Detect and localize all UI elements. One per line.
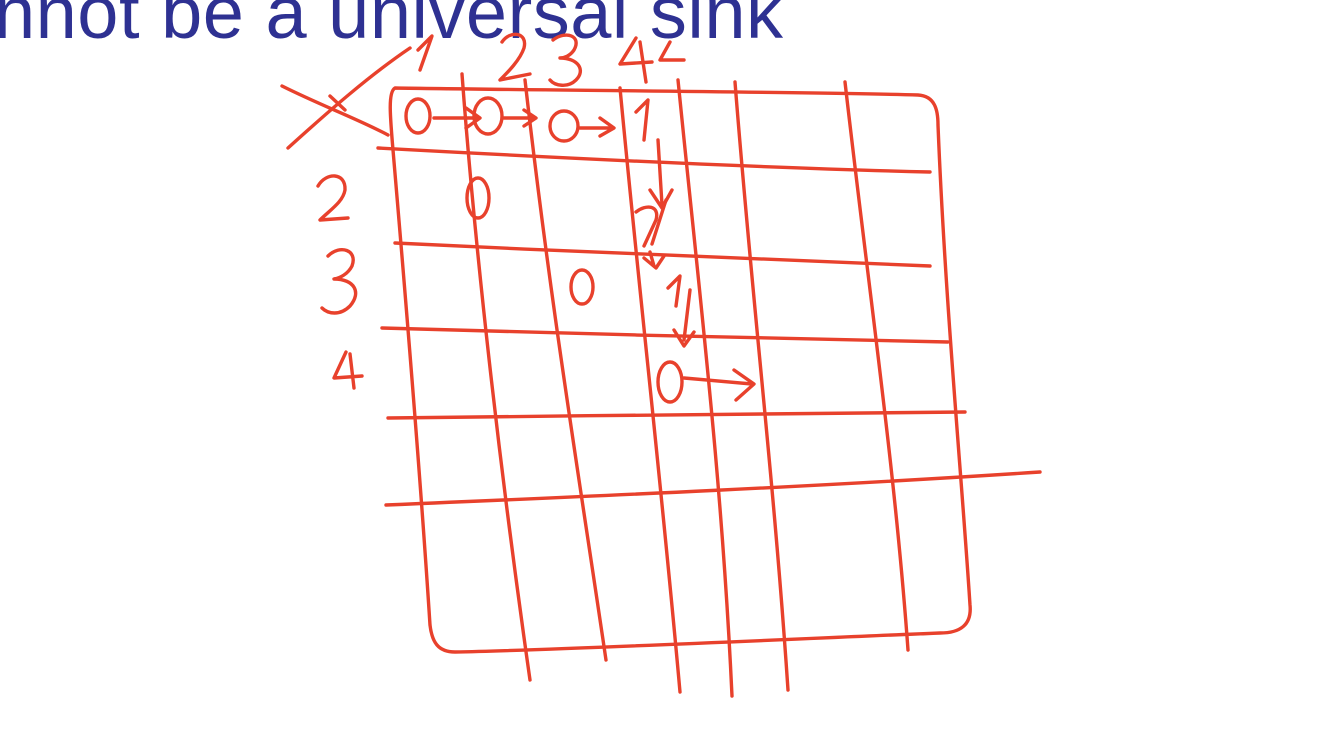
matrix-grid (376, 72, 1042, 698)
col-label-3 (548, 33, 582, 87)
grid-hline-2 (393, 241, 932, 268)
cross-stroke-b (286, 46, 412, 150)
arrow-down-3 (672, 288, 696, 348)
grid-hline-4 (386, 410, 967, 420)
arrow-right-final (682, 368, 756, 402)
col-label-1 (416, 34, 434, 72)
row-labels (316, 174, 364, 390)
grid-hline-1 (376, 146, 932, 174)
cell-r3c3-zero (569, 268, 595, 306)
grid-vline-3 (618, 86, 682, 694)
row-label-4 (332, 350, 364, 390)
row-label-2 (316, 174, 350, 222)
arrow-r1-a (432, 106, 482, 130)
cross-stroke-a (280, 84, 390, 137)
arrow-r1-b (502, 108, 538, 128)
arrow-down-2 (642, 250, 666, 270)
arrow-down-1 (648, 138, 674, 210)
col-label-4 (618, 36, 654, 84)
row-label-1-crossed (280, 46, 412, 150)
cell-r3c4-one (666, 274, 682, 308)
slide-title: nnot be a universal sink (0, 0, 784, 54)
col4-traversal (634, 138, 756, 404)
col-label-2 (498, 32, 532, 82)
col-label-4-arrow-tick (658, 40, 686, 62)
grid-vline-1 (460, 72, 532, 682)
grid-outer-border (388, 86, 972, 654)
row-label-1 (328, 94, 347, 112)
cell-r4c4-zero (656, 360, 684, 404)
grid-hline-3 (380, 326, 950, 344)
cell-r1c2-zero (472, 96, 504, 136)
row1-values (404, 96, 650, 143)
arrow-r1-c (578, 116, 616, 138)
grid-vline-6 (843, 80, 910, 652)
cell-r2c4-one (634, 198, 668, 248)
grid-vline-4 (676, 78, 734, 698)
grid-vline-5 (733, 80, 790, 692)
column-labels (416, 32, 686, 87)
cell-r2c2-zero (465, 176, 491, 220)
grid-vline-2 (523, 78, 608, 662)
cell-r1c3-zero (548, 109, 580, 143)
cell-r1c4-one (634, 98, 650, 142)
grid-hline-5 (384, 470, 1042, 507)
row-label-3 (320, 247, 358, 315)
cell-r1c1-zero (404, 97, 432, 135)
